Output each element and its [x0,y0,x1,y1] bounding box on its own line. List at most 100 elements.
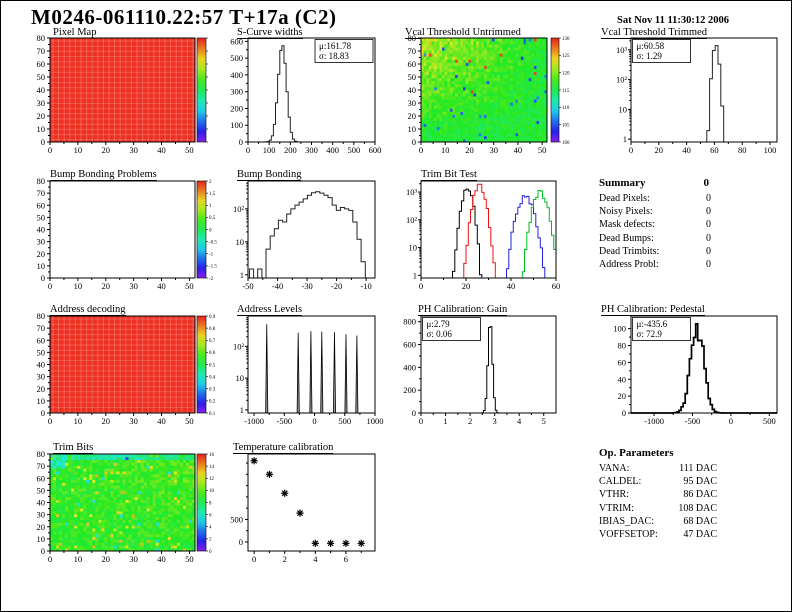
svg-text:0: 0 [239,537,243,547]
svg-text:6: 6 [344,554,348,564]
svg-text:40: 40 [157,416,166,426]
svg-text:-1000: -1000 [644,416,664,426]
svg-text:110: 110 [562,106,570,111]
svg-text:40: 40 [408,85,417,95]
svg-text:10²: 10² [233,204,245,214]
svg-text:2: 2 [209,538,212,543]
svg-text:50: 50 [37,485,46,495]
svg-text:40: 40 [682,145,691,155]
svg-text:0: 0 [419,281,423,291]
chart-ph-pedestal: PH Calibration: Pedestal -1000 -500 0 500 0 2… [599,304,791,430]
svg-text:μ:2.79: μ:2.79 [427,319,451,329]
svg-text:70: 70 [37,46,46,56]
svg-text:70: 70 [37,188,46,198]
svg-text:20: 20 [102,145,111,155]
svg-text:-1.5: -1.5 [209,265,217,270]
svg-text:30: 30 [408,98,417,108]
svg-text:σ: 0.06: σ: 0.06 [427,329,453,339]
svg-text:115: 115 [562,89,570,94]
svg-text:20: 20 [102,554,111,564]
svg-text:100: 100 [562,141,570,146]
svg-text:10: 10 [209,489,215,494]
svg-text:5: 5 [542,416,546,426]
svg-text:40: 40 [37,498,46,508]
svg-text:60: 60 [37,473,46,483]
svg-text:80: 80 [37,33,46,43]
summary-row: Dead Trimbits: 0 [599,245,711,257]
svg-text:30: 30 [489,145,498,155]
svg-text:10: 10 [408,124,417,134]
svg-text:10: 10 [409,243,418,253]
svg-text:20: 20 [102,281,111,291]
svg-text:800: 800 [403,317,416,327]
bump-bonding-plot: -50 -40 -30 -20 -10 1 10 10² [233,180,376,291]
svg-text:400: 400 [403,362,416,372]
summary-row: Dead Pixels: 0 [599,193,711,204]
svg-text:0: 0 [246,145,250,155]
svg-text:-40: -40 [272,281,283,291]
svg-text:10²: 10² [406,215,418,225]
svg-text:50: 50 [185,416,194,426]
op-parameter-row: VANA: 111 DAC [599,463,717,474]
svg-text:10: 10 [441,145,450,155]
svg-text:0: 0 [48,416,52,426]
svg-text:300: 300 [305,145,318,155]
svg-text:10: 10 [619,104,628,114]
svg-text:20: 20 [465,145,474,155]
svg-text:-2: -2 [209,277,214,282]
svg-text:70: 70 [37,461,46,471]
svg-text:0: 0 [209,228,212,233]
svg-text:80: 80 [408,33,417,43]
svg-text:50: 50 [408,72,417,82]
svg-text:100: 100 [230,120,243,130]
svg-text:0: 0 [41,408,45,418]
svg-text:-1000: -1000 [244,416,264,426]
svg-text:μ:-435.6: μ:-435.6 [637,319,668,329]
svg-text:20: 20 [37,384,46,394]
svg-text:2: 2 [468,416,472,426]
svg-text:30: 30 [37,510,46,520]
svg-text:60: 60 [618,357,627,367]
svg-text:10: 10 [74,145,83,155]
svg-text:10: 10 [236,237,245,247]
svg-text:40: 40 [514,145,523,155]
timestamp: Sat Nov 11 11:30:12 2006 [616,15,729,26]
svg-text:0: 0 [412,408,416,418]
svg-text:12: 12 [209,477,215,482]
svg-text:0: 0 [729,416,733,426]
chart-address-decoding: Address decoding 0 10 20 30 40 50 0 10 20 30 40 50 6… [30,304,230,430]
svg-text:4: 4 [209,526,212,531]
svg-text:50: 50 [185,281,194,291]
svg-text:0: 0 [48,554,52,564]
svg-text:400: 400 [326,145,339,155]
svg-text:80: 80 [37,176,46,186]
svg-text:100: 100 [263,145,276,155]
svg-text:0.4: 0.4 [209,375,216,380]
ph-pedestal-plot: -1000 -500 0 500 0 20 40 60 80 100 μ:-435.6σ: 72.9 [613,315,778,426]
svg-text:60: 60 [710,145,719,155]
op-parameter-row: VTHR: 86 DAC [599,489,717,501]
svg-text:0: 0 [312,416,316,426]
svg-text:30: 30 [37,98,46,108]
svg-text:40: 40 [157,554,166,564]
address-levels-plot: -1000 -500 0 500 1000 1 10 10² [233,315,384,426]
chart-vcal-trimmed: Vcal Threshold Trimmed 0 20 40 60 80 100 1 10 10… [599,27,791,159]
svg-text:20: 20 [37,522,46,532]
svg-text:60: 60 [37,200,46,210]
svg-text:80: 80 [738,145,747,155]
svg-text:500: 500 [230,53,243,63]
svg-text:400: 400 [230,70,243,80]
svg-text:0.5: 0.5 [209,216,216,221]
svg-text:200: 200 [403,385,416,395]
svg-text:60: 60 [37,335,46,345]
svg-text:10: 10 [37,261,46,271]
svg-text:30: 30 [129,554,138,564]
svg-text:0: 0 [41,546,45,556]
svg-text:0: 0 [41,137,45,147]
svg-text:0.2: 0.2 [209,400,216,405]
svg-text:50: 50 [185,145,194,155]
svg-text:600: 600 [230,36,243,46]
chart-vcal-untrimmed: Vcal Threshold Untrimmed 0 10 20 30 40 50 0 10 2… [399,27,579,159]
svg-text:20: 20 [655,145,664,155]
